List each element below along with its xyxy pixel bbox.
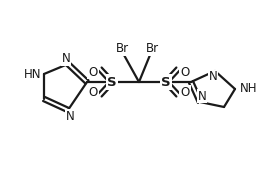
Text: O: O — [88, 66, 98, 78]
Text: Br: Br — [145, 43, 158, 56]
Text: O: O — [88, 86, 98, 98]
Text: S: S — [161, 76, 171, 88]
Text: O: O — [180, 66, 190, 78]
Text: NH: NH — [240, 82, 257, 96]
Text: N: N — [208, 70, 217, 84]
Text: O: O — [180, 86, 190, 98]
Text: N: N — [198, 90, 206, 102]
Text: S: S — [107, 76, 117, 88]
Text: N: N — [62, 52, 70, 66]
Text: HN: HN — [24, 68, 41, 80]
Text: N: N — [66, 110, 75, 122]
Text: Br: Br — [115, 43, 128, 56]
